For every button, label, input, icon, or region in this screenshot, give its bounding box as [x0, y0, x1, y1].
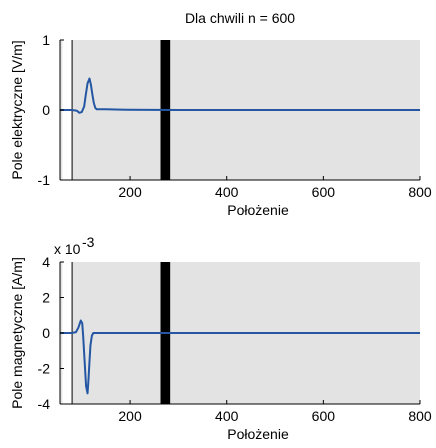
chart-panel-2: 200 400 600 800 -4 -2 0 2 4 Położenie Pole magnety…	[9, 234, 432, 442]
series-line-1	[60, 77, 420, 114]
y-tick-label: -4	[38, 396, 51, 412]
chart-title: Dla chwili n = 600	[185, 10, 295, 26]
chart-panel-1: 200 400 600 800 -1 0 1 Położenie Pole elektryczn…	[9, 32, 432, 218]
series-line-1	[60, 319, 420, 395]
x-tick-label: 200	[118, 184, 142, 200]
x-tick-label: 200	[118, 408, 142, 424]
y-axis-label: Pole elektryczne [V/m]	[9, 40, 25, 179]
x-axis-label: Położenie	[227, 426, 289, 442]
y-exponent-label: x 10	[54, 241, 81, 257]
x-axis-label: Położenie	[227, 202, 289, 218]
x-tick-label: 400	[215, 184, 239, 200]
y-tick-label: 4	[42, 254, 50, 270]
y-tick-label: 2	[42, 290, 50, 306]
y-exponent-value: -3	[82, 234, 95, 250]
y-tick-label: 1	[42, 32, 50, 48]
y-tick-label: 0	[42, 325, 50, 341]
y-tick-label: -1	[38, 172, 51, 188]
x-tick-label: 800	[408, 184, 432, 200]
x-tick-label: 600	[312, 184, 336, 200]
x-tick-label: 400	[215, 408, 239, 424]
x-tick-label: 800	[408, 408, 432, 424]
y-tick-label: 0	[42, 102, 50, 118]
x-tick-label: 600	[312, 408, 336, 424]
y-axis-label: Pole magnetyczne [A/m]	[9, 257, 25, 409]
y-tick-label: -2	[38, 361, 51, 377]
